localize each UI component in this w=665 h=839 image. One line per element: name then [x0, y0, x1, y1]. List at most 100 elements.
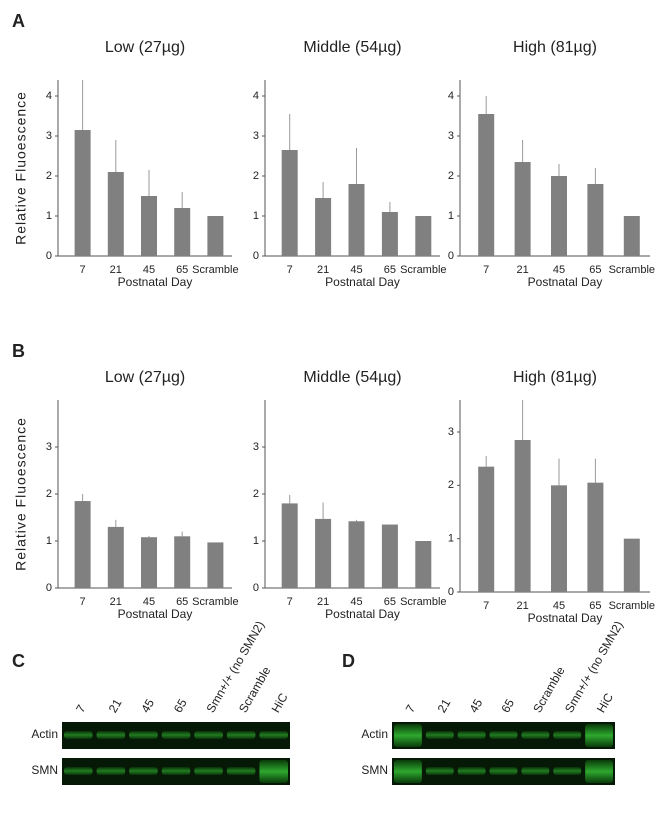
x-tick-label: 65 — [176, 596, 188, 608]
y-tick-label: 3 — [46, 441, 52, 453]
y-tick-label: 1 — [46, 535, 52, 547]
blot-band — [64, 731, 93, 739]
lane-label: HiC — [269, 690, 291, 715]
chart-title: Low (27µg) — [105, 39, 185, 56]
x-tick-label: Scramble — [609, 264, 655, 276]
blot-band — [259, 731, 288, 739]
y-tick-label: 2 — [448, 479, 454, 491]
x-tick-label: 21 — [110, 264, 122, 276]
bar — [282, 503, 298, 588]
blot-band — [585, 760, 613, 783]
blot-band — [227, 731, 256, 739]
x-tick-label: 65 — [589, 600, 601, 612]
x-tick-label: 21 — [516, 264, 528, 276]
x-tick-label: 7 — [287, 596, 293, 608]
bar — [478, 467, 494, 592]
y-tick-label: 3 — [448, 130, 454, 142]
bar — [315, 198, 331, 256]
x-tick-label: 65 — [176, 264, 188, 276]
y-tick-label: 1 — [253, 210, 259, 222]
blot-band — [64, 767, 93, 775]
blot-band — [394, 724, 422, 747]
blot-band — [490, 731, 518, 739]
bar — [515, 162, 531, 256]
bar — [587, 184, 603, 256]
row-label: Actin — [31, 727, 58, 741]
blot-band — [194, 731, 223, 739]
bar — [141, 196, 157, 256]
x-tick-label: Scramble — [192, 596, 238, 608]
chart-title: Middle (54µg) — [303, 369, 401, 386]
blot-band — [394, 760, 422, 783]
y-tick-label: 1 — [46, 210, 52, 222]
blot-band — [259, 760, 288, 783]
lane-label: Smn+/+ (no SMN2) — [203, 619, 267, 716]
bar — [382, 525, 398, 588]
lane-label: 65 — [171, 696, 190, 715]
blot-band — [521, 731, 549, 739]
blot-band — [521, 767, 549, 775]
y-tick-label: 0 — [448, 586, 454, 598]
panel-label: B — [12, 341, 25, 361]
x-tick-label: 65 — [589, 264, 601, 276]
bar — [108, 172, 124, 256]
y-tick-label: 2 — [46, 170, 52, 182]
bar — [349, 184, 365, 256]
blot-band — [585, 724, 613, 747]
y-axis-label: Relative Fluoescence — [13, 417, 29, 571]
lane-label: Smn+/+ (no SMN2) — [562, 619, 626, 716]
x-tick-label: 65 — [384, 264, 396, 276]
panel-label: A — [12, 11, 25, 31]
lane-label: 45 — [466, 696, 485, 715]
blot-band — [162, 767, 191, 775]
row-label: SMN — [361, 763, 388, 777]
x-tick-label: 45 — [143, 596, 155, 608]
bar — [551, 485, 567, 592]
x-axis-label: Postnatal Day — [325, 607, 400, 621]
bar — [415, 541, 431, 588]
blot-band — [426, 731, 454, 739]
bar — [75, 130, 91, 256]
figure: A B Low (27µg)012347214565ScramblePostna… — [0, 0, 665, 839]
chart-title: High (81µg) — [513, 369, 597, 386]
bar — [207, 216, 223, 256]
x-tick-label: 7 — [483, 264, 489, 276]
x-tick-label: 21 — [317, 596, 329, 608]
bar — [349, 521, 365, 588]
x-axis-label: Postnatal Day — [325, 275, 400, 289]
lane-label: 65 — [498, 696, 517, 715]
x-tick-label: 45 — [143, 264, 155, 276]
lane-label: 7 — [403, 702, 419, 715]
chart-title: Middle (54µg) — [303, 39, 401, 56]
bar — [207, 542, 223, 588]
x-axis-label: Postnatal Day — [528, 611, 603, 625]
bar — [415, 216, 431, 256]
bar — [315, 519, 331, 588]
bar — [282, 150, 298, 256]
y-tick-label: 2 — [253, 488, 259, 500]
x-tick-label: 45 — [350, 596, 362, 608]
blot-band — [553, 731, 581, 739]
bar — [587, 483, 603, 592]
y-tick-label: 0 — [46, 582, 52, 594]
x-tick-label: Scramble — [400, 264, 446, 276]
blot-band — [97, 767, 126, 775]
bar — [75, 501, 91, 588]
bar — [174, 208, 190, 256]
blot-band — [194, 767, 223, 775]
lane-label: HiC — [594, 690, 616, 715]
bar — [478, 114, 494, 256]
y-tick-label: 3 — [448, 426, 454, 438]
x-tick-label: 45 — [553, 264, 565, 276]
lane-label: 21 — [106, 696, 125, 715]
bar — [624, 216, 640, 256]
x-tick-label: 21 — [110, 596, 122, 608]
y-tick-label: 2 — [253, 170, 259, 182]
blot-band — [490, 767, 518, 775]
x-tick-label: 65 — [384, 596, 396, 608]
bar — [108, 527, 124, 588]
bar — [382, 212, 398, 256]
panel-label: D — [342, 651, 355, 671]
y-tick-label: 0 — [448, 250, 454, 262]
x-tick-label: 7 — [287, 264, 293, 276]
